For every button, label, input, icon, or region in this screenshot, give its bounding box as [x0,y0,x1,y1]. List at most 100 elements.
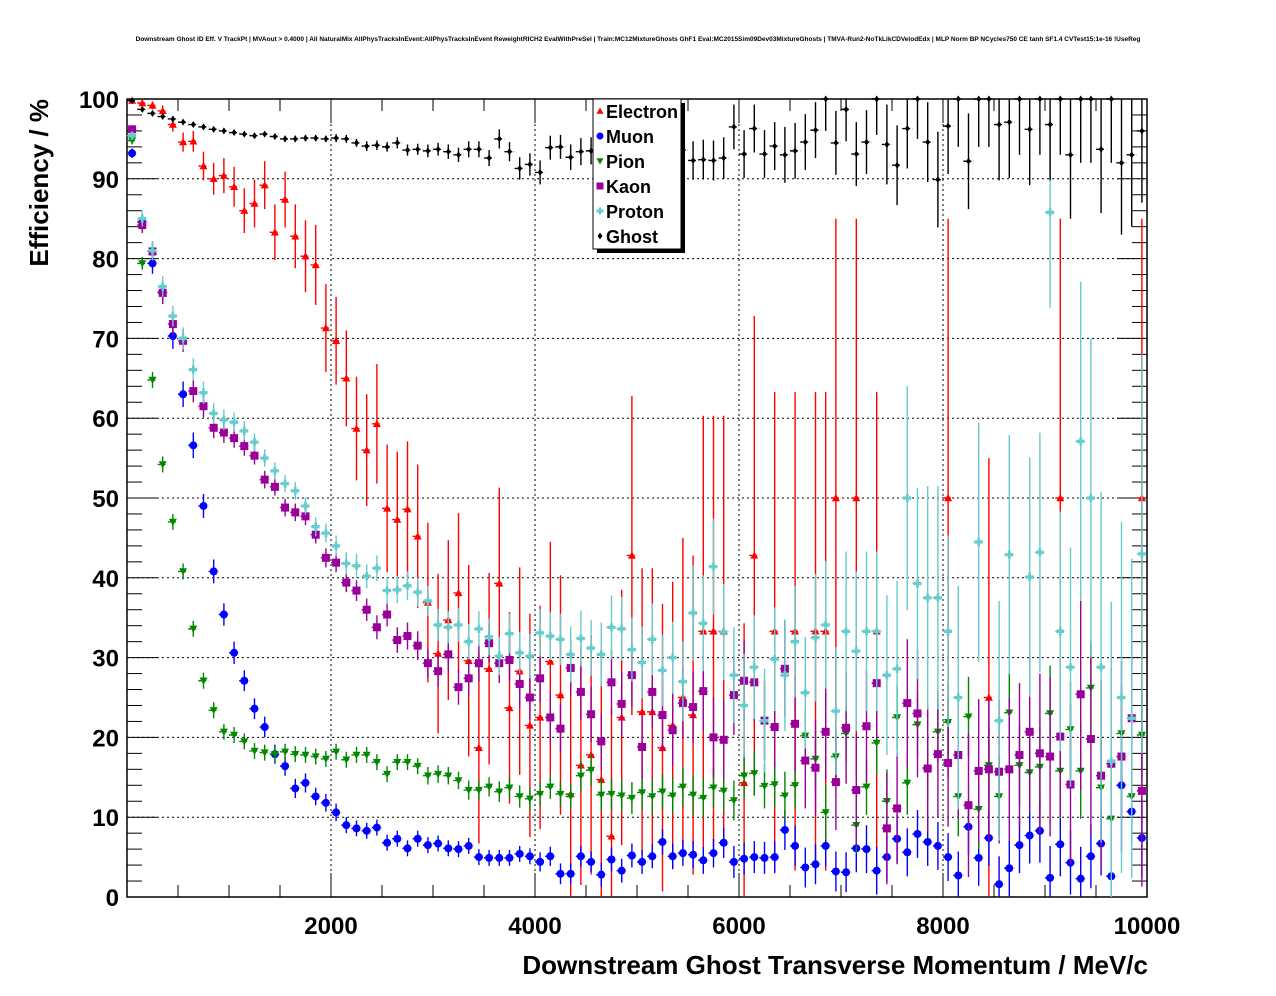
series-proton [127,116,1147,897]
data-point [259,130,270,138]
marker-square [913,709,922,718]
marker-cross [668,653,677,662]
data-point [433,608,444,641]
marker-diamond [843,105,849,113]
data-point [198,494,209,518]
data-point [198,123,209,131]
legend-label: Ghost [606,227,658,247]
data-point [565,626,576,683]
marker-cross [138,214,147,223]
data-point [545,774,556,799]
marker-diamond [272,133,278,141]
data-point [392,137,403,149]
marker-cross [576,634,585,643]
marker-triangle-down [750,770,759,778]
data-point [504,849,515,866]
marker-cross [515,648,524,657]
data-point [1136,99,1147,203]
marker-diamond [986,95,992,103]
marker-cross [893,664,902,673]
x-tick-label: 10000 [1114,913,1181,940]
data-point [280,135,291,143]
marker-cross [352,561,361,570]
y-tick-label: 0 [106,885,119,912]
data-point [310,134,321,142]
marker-cross [678,677,687,686]
data-point [422,766,433,785]
data-point [300,134,311,142]
marker-circle [464,841,473,850]
marker-cross [903,493,912,503]
marker-diamond [486,154,492,162]
marker-triangle-up [505,703,514,712]
data-point [1004,840,1015,897]
marker-diamond [282,135,288,143]
data-point [800,114,811,171]
legend-item-pion: Pion [596,152,645,172]
data-point [861,825,872,874]
marker-cross [954,693,963,702]
marker-triangle-down [250,747,259,755]
marker-triangle-up [332,336,341,344]
marker-cross [944,627,953,636]
data-point [351,376,362,481]
marker-triangle-down [260,749,269,757]
data-point [494,849,505,866]
marker-square [648,687,657,696]
marker-square [301,512,310,521]
marker-circle [372,823,381,832]
marker-square [281,503,290,512]
data-point [320,750,331,767]
marker-square [882,824,891,833]
data-point [708,697,719,778]
marker-triangle-up [158,106,167,115]
y-tick-label: 100 [79,87,119,114]
data-point [259,470,270,489]
data-point [484,150,495,167]
data-point [994,99,1005,181]
marker-circle [230,648,239,657]
marker-square [403,632,412,641]
marker-circle [780,825,789,834]
marker-circle [332,808,341,817]
data-point [1004,99,1015,179]
data-point [167,305,178,327]
data-point [739,130,750,179]
marker-cross [729,671,738,680]
marker-circle [566,869,575,878]
data-point [178,381,189,408]
marker-circle [219,610,228,619]
marker-diamond [1037,95,1043,103]
data-point [728,845,739,878]
marker-cross [821,620,830,629]
marker-cross [709,562,718,571]
data-point [626,843,637,868]
marker-diamond [466,145,472,153]
marker-circle [179,390,188,399]
marker-cross [1005,550,1014,559]
data-point [1065,99,1076,219]
marker-cross [974,537,983,546]
data-point [269,478,280,496]
marker-triangle-up [393,515,402,523]
data-point [218,127,229,135]
marker-triangle-down [536,790,545,799]
data-point [861,551,872,712]
marker-cross [250,438,259,447]
marker-circle [576,852,585,861]
data-point [616,671,627,736]
marker-triangle-down [362,751,371,759]
marker-triangle-down [219,728,228,736]
marker-square [372,623,381,632]
marker-circle [1076,874,1085,883]
data-point [575,663,586,720]
data-point [473,849,484,866]
marker-cross [811,633,820,642]
marker-triangle-up [240,206,249,214]
marker-diamond [507,148,512,156]
data-point [810,719,821,816]
data-point [657,829,668,855]
data-point [167,513,178,530]
data-point [290,778,301,799]
